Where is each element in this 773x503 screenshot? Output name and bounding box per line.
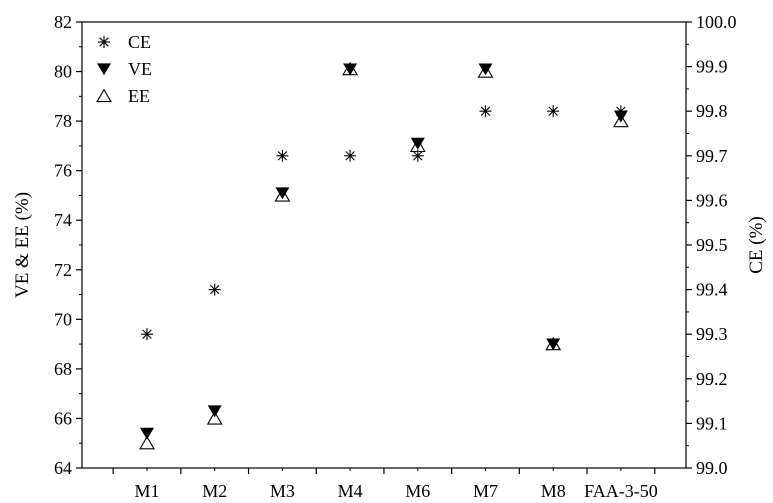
point-ee [139,435,155,450]
y-right-tick-label: 99.2 [696,369,728,389]
legend-marker-ce [98,36,110,48]
plot-frame [81,21,687,469]
x-tick-label: FAA-3-50 [584,481,658,501]
x-tick-label: M2 [202,481,227,501]
y-right-tick-label: 99.3 [696,324,728,344]
data-marks [139,61,629,450]
y-right-tick-label: 99.7 [696,146,728,166]
x-tick-label: M1 [134,481,159,501]
asterisk-stroke [548,106,558,116]
legend-label-ve: VE [128,59,152,79]
point-ee [342,61,359,76]
asterisk-stroke [345,151,355,161]
point-ce [344,149,357,162]
y-left-tick-label: 66 [54,408,72,428]
x-tick-label: M7 [473,481,498,501]
point-ee [545,336,562,351]
y-right-tick-label: 99.1 [696,413,728,433]
y-axis-left-title: VE & EE (%) [12,192,33,298]
legend-label-ce: CE [128,32,151,52]
y-left-tick-label: 70 [54,309,72,329]
point-ce [547,105,560,118]
y-axis-right-title: CE (%) [746,216,767,274]
legend-label-ee: EE [128,86,150,106]
point-ve [613,110,628,123]
asterisk-stroke [142,329,152,339]
legend-marker-ve [97,63,111,76]
series-ce [141,105,627,341]
y-left-tick-label: 80 [54,62,72,82]
point-ce [479,105,492,118]
y-right-tick-label: 100.0 [696,12,737,32]
point-ve [410,137,425,150]
point-ve [140,427,154,440]
y-right-tick-label: 99.0 [696,458,728,478]
y-left-tick-label: 74 [54,210,72,230]
point-ee [274,188,291,202]
legend-marker-ee [96,88,112,103]
y-left-tick-label: 82 [54,12,72,32]
series-ve [140,63,628,440]
x-tick-label: M4 [338,481,363,501]
y-right-tick-label: 99.6 [696,190,728,210]
point-ve [546,338,561,351]
y-right-tick-label: 99.8 [696,101,728,121]
x-tick-label: M6 [405,481,430,501]
asterisk-stroke [277,151,288,161]
y-left-tick-label: 64 [54,458,72,478]
legend: CE VE EE [96,32,152,106]
y-left-tick-label: 72 [54,260,72,280]
point-ee [477,64,494,78]
y-right-tick-label: 99.5 [696,235,728,255]
y-left-tick-label: 76 [54,161,72,181]
y-right-tick-label: 99.9 [696,57,728,77]
x-tick-label: M8 [541,481,566,501]
y-left-tick-label: 68 [54,359,72,379]
point-ve [343,63,358,76]
point-ve [275,187,290,200]
y-left-tick-label: 78 [54,111,72,131]
asterisk-stroke [209,284,220,295]
x-tick-label: M3 [270,481,295,501]
point-ve [478,63,493,76]
asterisk-stroke [99,37,109,47]
asterisk-stroke [413,151,423,161]
y-right-tick-label: 99.4 [696,280,728,300]
point-ce [141,328,153,341]
axes: 64 66 68 70 72 74 76 78 80 82 99.0 99.1 99.2 99.3 99.4… [54,12,737,501]
point-ee [206,411,223,425]
point-ee [612,113,629,128]
point-ce [208,283,221,296]
point-ce [276,149,289,162]
point-ce [411,149,424,162]
series-ee [139,61,629,450]
point-ee [409,138,426,153]
asterisk-stroke [480,106,491,116]
